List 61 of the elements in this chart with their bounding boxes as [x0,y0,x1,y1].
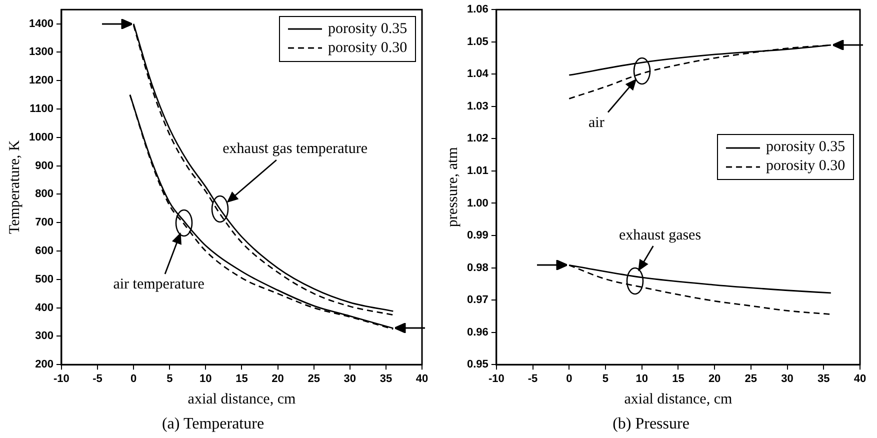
x-tick-label: 10 [200,373,212,386]
y-tick-label: 300 [35,330,54,342]
legend-label: porosity 0.35 [766,138,846,158]
x-tick-label: 0 [566,373,572,386]
x-tick-label: 0 [130,373,137,386]
x-tick-label: 5 [166,373,173,386]
y-tick-label: 0.98 [466,262,488,274]
x-tick-label: -5 [528,373,538,386]
x-tick-label: 25 [308,373,320,386]
y-tick-label: 600 [35,245,54,258]
y-tick-label: 200 [35,358,54,371]
y-tick-label: 1400 [28,18,54,30]
y-tick-label: 1.05 [466,36,488,48]
y-tick-label: 700 [35,216,54,229]
legend-label: porosity 0.35 [328,20,408,39]
legend-label: porosity 0.30 [766,157,846,176]
y-tick-label: 1.04 [466,68,490,80]
x-tick-label: 25 [744,373,758,386]
x-tick-label: -10 [54,373,70,386]
x-tick-label: 30 [344,373,356,386]
y-tick-label: 0.99 [466,230,488,242]
x-axis-title: axial distance, cm [188,392,296,408]
x-tick-label: 35 [818,373,830,386]
annotation: exhaust gas temperature [222,141,368,158]
y-tick-label: 900 [35,160,54,172]
y-tick-label: 1100 [30,103,54,116]
y-tick-label: 800 [35,188,54,200]
x-tick-label: 10 [636,373,648,386]
text: (a) Temperature [162,416,264,433]
y-tick-label: 0.95 [466,358,488,371]
x-tick-label: 40 [416,373,428,386]
x-tick-label: -10 [488,373,504,386]
y-tick-label: 500 [35,273,54,286]
y-axis-title: Temperature, K [6,140,23,234]
annotation: air temperature [113,276,205,293]
x-tick-label: 15 [672,373,684,386]
y-tick-label: 1300 [28,46,54,58]
x-tick-label: 20 [708,373,721,386]
x-tick-label: 30 [781,373,794,386]
y-tick-label: 1.06 [466,4,488,16]
text: (b) Pressure [612,416,690,433]
x-tick-label: 35 [380,373,392,386]
y-tick-label: 0.97 [466,294,488,306]
annotation: air [588,115,604,132]
x-tick-label: 40 [854,373,866,386]
x-tick-label: -5 [92,373,102,386]
y-tick-label: 1.03 [466,100,488,112]
y-axis-title: pressure, atm [444,146,461,228]
y-tick-label: 1000 [28,131,54,144]
x-axis-title: axial distance, cm [624,392,732,408]
x-tick-label: 20 [272,373,284,386]
annotation: exhaust gases [618,227,702,244]
legend-label: porosity 0.30 [328,38,408,58]
y-tick-label: 0.96 [466,326,488,338]
y-tick-label: 1.01 [466,164,488,177]
y-tick-label: 1200 [28,74,54,87]
y-tick-label: 1.00 [466,197,488,210]
y-tick-label: 400 [35,302,54,314]
y-tick-label: 1.02 [466,132,488,145]
x-tick-label: 5 [602,373,609,386]
x-tick-label: 15 [236,373,248,386]
